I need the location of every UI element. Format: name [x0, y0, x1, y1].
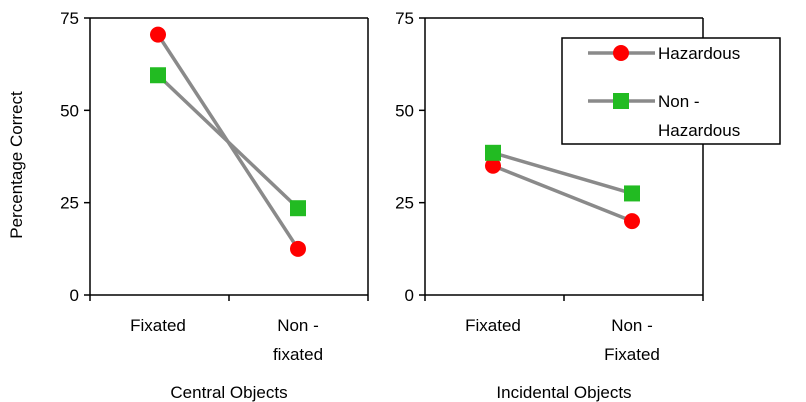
y-tick-label: 75: [60, 9, 79, 28]
y-tick-label: 0: [70, 286, 79, 305]
chart-incidental-objects: 0 25 50 75 Fixated Non - Fixated Incidental Obj…: [395, 9, 781, 402]
data-point-non-hazardous: [485, 144, 501, 161]
legend-box: [561, 37, 781, 145]
x-tick-label: Non -: [611, 316, 653, 335]
y-tick-label: 75: [395, 9, 414, 28]
data-point-non-hazardous: [150, 67, 166, 84]
x-axis-label: Incidental Objects: [496, 383, 631, 402]
x-tick-label: Fixated: [465, 316, 521, 335]
chart-central-objects: 0 25 50 75 Fixated Non - fixated Central Object…: [60, 9, 369, 402]
legend-label-non-hazardous-line2: Hazardous: [658, 121, 740, 140]
series-line-non-hazardous: [156, 73, 300, 210]
series-line-non-hazardous: [492, 151, 633, 196]
legend-marker-hazardous: [613, 45, 629, 61]
data-point-hazardous: [150, 26, 166, 43]
legend-label-hazardous: Hazardous: [658, 44, 740, 63]
data-point-non-hazardous: [290, 200, 306, 217]
y-tick-label: 25: [60, 194, 79, 213]
data-point-hazardous: [485, 157, 501, 174]
legend-label-non-hazardous-line1: Non -: [658, 92, 700, 111]
y-tick-label: 50: [395, 101, 414, 120]
series-line-hazardous: [492, 164, 633, 223]
x-tick-label: Non -: [277, 316, 319, 335]
y-tick-label: 25: [395, 194, 414, 213]
data-point-hazardous: [290, 240, 306, 257]
data-point-non-hazardous: [624, 185, 640, 202]
y-tick-label: 50: [60, 101, 79, 120]
x-tick-label: Fixated: [604, 345, 660, 364]
y-axis-title: Percentage Correct: [7, 91, 26, 239]
data-point-hazardous: [624, 213, 640, 230]
legend: Hazardous Non - Hazardous: [561, 37, 781, 145]
y-tick-label: 0: [405, 286, 414, 305]
legend-marker-non-hazardous: [613, 93, 629, 109]
x-tick-label: fixated: [273, 345, 323, 364]
x-axis-label: Central Objects: [170, 383, 287, 402]
x-tick-label: Fixated: [130, 316, 186, 335]
